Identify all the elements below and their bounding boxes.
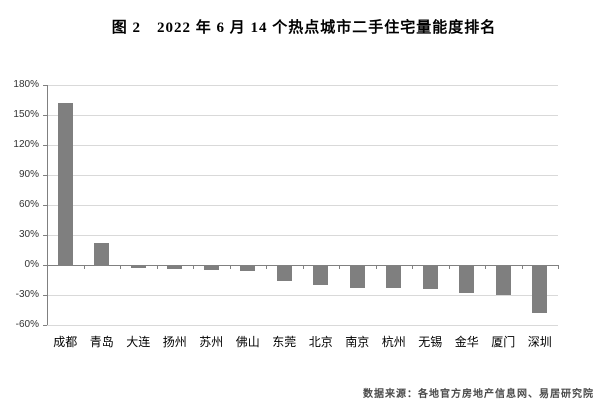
y-axis-label: 180% — [13, 79, 39, 90]
y-axis-tick — [43, 175, 47, 176]
y-axis-tick — [43, 325, 47, 326]
y-axis-tick — [43, 235, 47, 236]
y-axis-label: 30% — [18, 229, 39, 240]
bar — [240, 266, 256, 271]
y-axis-label: 60% — [18, 199, 39, 210]
y-axis-tick — [43, 205, 47, 206]
y-axis-label: -30% — [15, 289, 39, 300]
x-axis-label: 金华 — [454, 335, 479, 349]
y-axis-line — [47, 85, 48, 325]
x-axis-label: 扬州 — [162, 335, 187, 349]
x-axis-label: 深圳 — [527, 335, 552, 349]
bar — [57, 103, 73, 265]
x-axis-label: 厦门 — [491, 335, 516, 349]
x-axis-tick — [120, 265, 121, 269]
bar — [495, 266, 511, 295]
x-axis-label: 杭州 — [381, 335, 406, 349]
data-source-note: 数据来源：各地官方房地产信息网、易居研究院 — [363, 389, 594, 400]
y-axis-label: 90% — [18, 169, 39, 180]
bar — [94, 243, 110, 265]
x-axis-label: 青岛 — [89, 335, 114, 349]
gridline — [47, 115, 558, 116]
x-axis-label: 苏州 — [199, 335, 224, 349]
gridline — [47, 325, 558, 326]
x-axis-tick — [156, 265, 158, 269]
x-axis-label: 佛山 — [235, 335, 260, 349]
x-axis-label: 无锡 — [418, 335, 443, 349]
x-axis-label: 大连 — [126, 335, 151, 349]
bar — [313, 266, 329, 285]
gridline — [47, 205, 558, 206]
x-axis-tick — [302, 265, 304, 269]
x-axis-tick — [485, 265, 486, 269]
chart-title: 图 2 2022 年 6 月 14 个热点城市二手住宅量能度排名 — [111, 20, 497, 36]
gridline — [47, 235, 558, 236]
y-axis-label: 120% — [13, 139, 39, 150]
x-axis-tick — [339, 265, 340, 269]
bar — [276, 266, 292, 281]
y-axis-tick — [43, 85, 47, 86]
y-axis-tick — [43, 295, 47, 296]
y-axis-tick — [43, 115, 47, 116]
bar — [203, 266, 219, 270]
x-axis-tick — [375, 265, 377, 269]
bar — [349, 266, 365, 288]
x-axis-tick — [229, 265, 231, 269]
x-axis-tick — [47, 265, 48, 269]
bar — [386, 266, 402, 288]
gridline — [47, 295, 558, 296]
x-axis-tick — [521, 265, 523, 269]
x-axis-tick — [83, 265, 85, 269]
bar — [167, 266, 183, 269]
gridline — [47, 85, 558, 86]
x-axis-tick — [558, 265, 559, 269]
x-axis-tick — [448, 265, 450, 269]
bar — [459, 266, 475, 293]
y-axis-label: 0% — [24, 259, 39, 270]
y-axis-tick — [43, 265, 47, 266]
x-axis-label: 北京 — [308, 335, 333, 349]
y-axis-tick — [43, 145, 47, 146]
gridline — [47, 175, 558, 176]
x-axis-label: 成都 — [53, 335, 78, 349]
bar — [422, 266, 438, 289]
x-axis-label: 东莞 — [272, 335, 297, 349]
x-axis-tick — [193, 265, 194, 269]
bar — [130, 266, 146, 268]
y-axis-label: 150% — [13, 109, 39, 120]
gridline — [47, 145, 558, 146]
bar — [532, 266, 548, 313]
y-axis-label: -60% — [15, 319, 39, 330]
x-axis-tick — [266, 265, 267, 269]
x-axis-label: 南京 — [345, 335, 370, 349]
x-axis-tick — [412, 265, 413, 269]
